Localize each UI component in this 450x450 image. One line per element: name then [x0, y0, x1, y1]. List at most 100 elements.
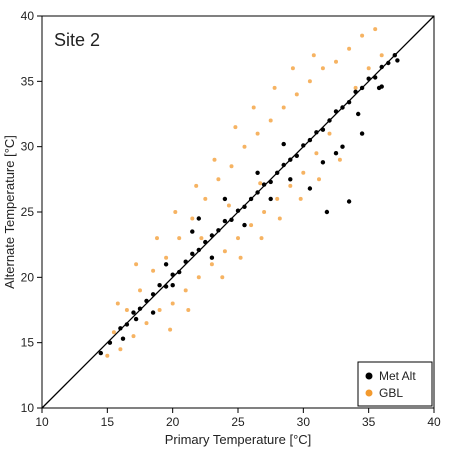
gbl-point: [320, 66, 325, 71]
gbl-point: [183, 288, 188, 293]
gbl-point: [281, 105, 286, 110]
gbl-point: [212, 157, 217, 162]
y-tick-label: 15: [21, 336, 35, 350]
gbl-point: [290, 66, 295, 71]
legend-label-met-alt: Met Alt: [379, 369, 416, 383]
y-tick-label: 20: [21, 270, 35, 284]
one-to-one-reference-line: [41, 15, 435, 409]
met-alt-point: [307, 186, 313, 191]
met-alt-point: [98, 350, 104, 356]
gbl-point: [262, 210, 267, 214]
gbl-point: [233, 125, 238, 130]
x-axis-label: Primary Temperature [°C]: [165, 432, 312, 447]
gbl-point: [151, 268, 156, 273]
y-tick-label: 40: [21, 9, 35, 23]
met-alt-point: [196, 216, 201, 221]
gbl-point: [272, 85, 277, 90]
met-alt-point: [222, 218, 228, 224]
gbl-point: [327, 131, 332, 136]
x-tick-label: 35: [362, 415, 376, 429]
x-tick-label: 30: [297, 415, 311, 429]
gbl-point: [177, 236, 182, 241]
gbl-point: [236, 236, 240, 241]
gbl-point: [379, 53, 384, 58]
gbl-point: [277, 216, 282, 221]
met-alt-point: [163, 262, 169, 267]
gbl-point: [170, 301, 175, 306]
gbl-series-layer: [105, 27, 384, 358]
gbl-point: [173, 210, 178, 214]
x-axis-ticks: 10 15 20 25 30 35 40: [35, 408, 441, 429]
gbl-point: [131, 334, 136, 339]
gbl-point: [360, 33, 365, 38]
gbl-point: [209, 262, 214, 267]
gbl-point: [157, 308, 162, 312]
met-alt-point: [288, 177, 293, 182]
met-alt-point: [395, 58, 400, 63]
gbl-point: [203, 196, 208, 201]
y-tick-label: 35: [21, 74, 35, 88]
met-alt-point: [255, 170, 260, 175]
gbl-point: [353, 85, 358, 90]
gbl-point: [194, 183, 199, 188]
met-alt-point: [170, 283, 175, 288]
met-alt-point: [242, 222, 247, 228]
met-alt-point: [346, 199, 352, 204]
x-tick-label: 15: [101, 415, 115, 429]
y-tick-label: 25: [21, 205, 35, 219]
met-alt-point: [340, 144, 345, 149]
met-alt-point: [157, 283, 162, 288]
gbl-point: [124, 308, 129, 312]
x-tick-label: 25: [231, 415, 245, 429]
gbl-point: [199, 236, 204, 241]
x-tick-label: 40: [427, 415, 441, 429]
legend-marker-met-alt: [365, 372, 373, 380]
met-alt-point: [379, 84, 384, 89]
gbl-point: [294, 92, 299, 97]
met-alt-point: [133, 316, 139, 322]
met-alt-series-layer: [98, 53, 400, 356]
gbl-point: [255, 131, 260, 136]
gbl-point: [144, 321, 149, 326]
gbl-point: [238, 255, 243, 260]
gbl-point: [222, 249, 227, 254]
gbl-point: [105, 353, 110, 358]
y-tick-label: 30: [21, 140, 35, 154]
gbl-point: [138, 288, 142, 293]
met-alt-point: [150, 310, 156, 315]
x-tick-label: 10: [35, 415, 49, 429]
met-alt-point: [320, 160, 326, 165]
gbl-point: [337, 157, 342, 162]
gbl-point: [134, 262, 139, 267]
met-alt-point: [356, 111, 361, 117]
gbl-point: [275, 196, 280, 201]
gbl-point: [314, 151, 319, 156]
gbl-point: [258, 181, 263, 186]
gbl-point: [115, 301, 120, 306]
met-alt-point: [131, 310, 136, 315]
met-alt-point: [222, 196, 228, 202]
x-tick-label: 20: [166, 415, 180, 429]
gbl-point: [251, 105, 256, 110]
met-alt-point: [190, 229, 195, 234]
gbl-point: [317, 177, 321, 182]
y-axis-ticks: 10 15 20 25 30 35 40: [21, 9, 42, 415]
gbl-point: [259, 236, 264, 241]
met-alt-point: [281, 141, 286, 147]
gbl-point: [298, 196, 303, 201]
gbl-point: [164, 255, 169, 260]
gbl-point: [226, 203, 231, 208]
gbl-point: [220, 275, 225, 280]
gbl-point: [249, 223, 254, 228]
gbl-point: [311, 53, 316, 58]
legend-label-gbl: GBL: [379, 386, 403, 400]
gbl-point: [366, 66, 371, 71]
gbl-point: [216, 177, 221, 182]
gbl-point: [118, 347, 123, 352]
legend-marker-gbl: [365, 389, 373, 397]
gbl-point: [155, 236, 159, 241]
met-alt-point: [120, 336, 126, 341]
gbl-point: [190, 216, 195, 221]
gbl-point: [373, 27, 378, 32]
